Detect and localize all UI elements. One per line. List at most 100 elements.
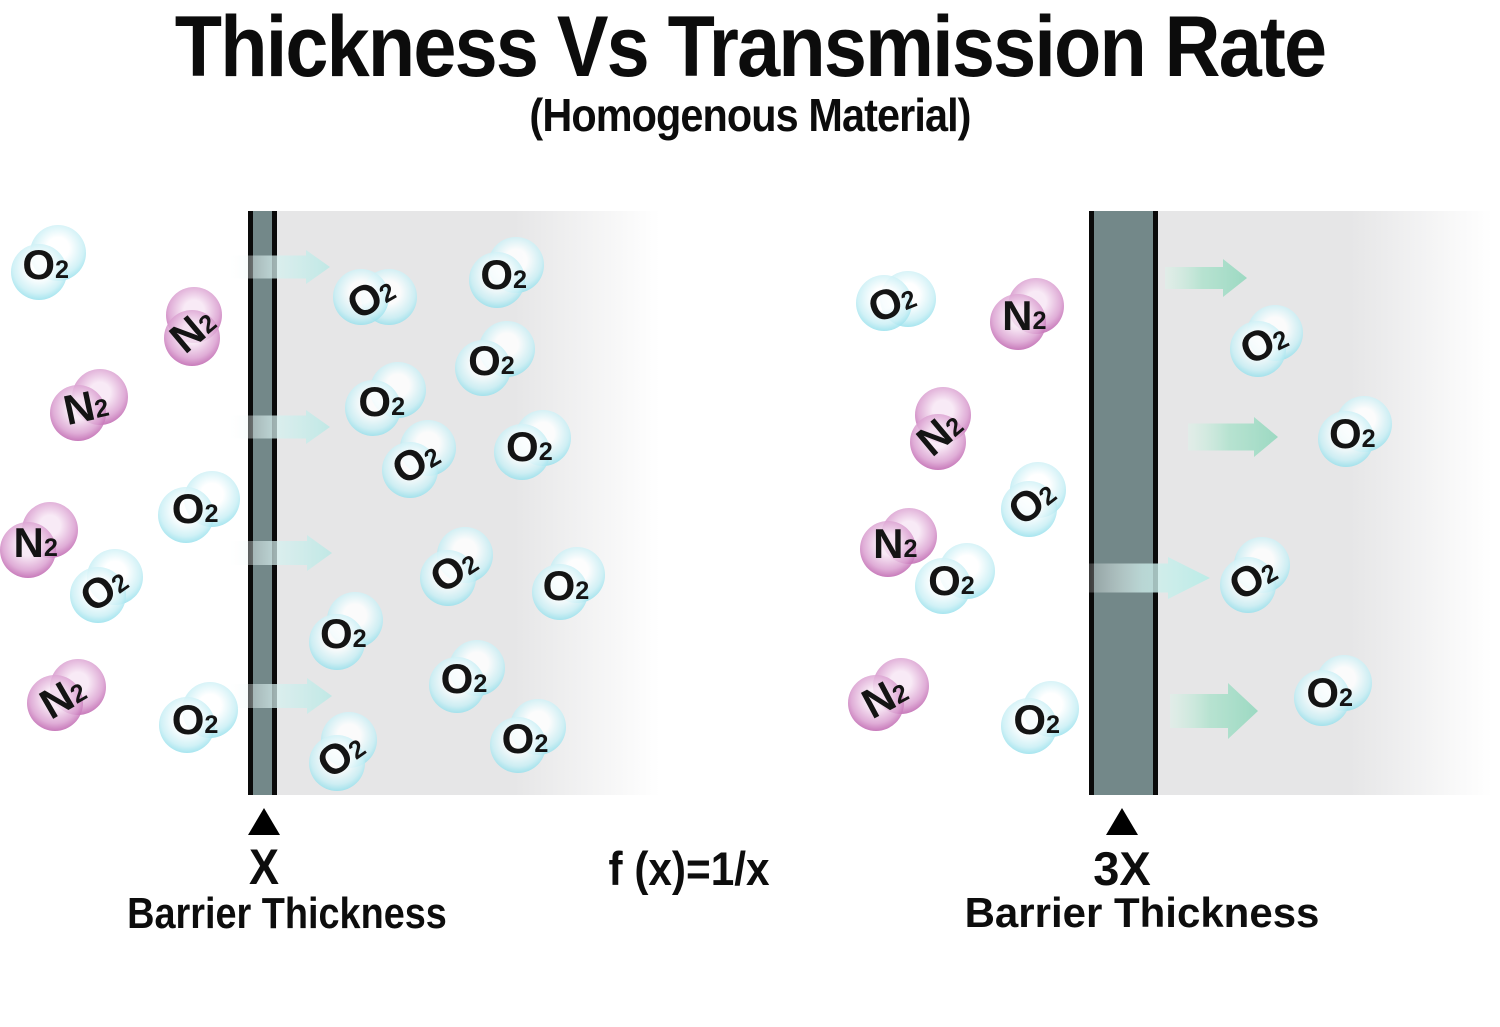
o2-atom-circle — [309, 614, 365, 670]
o2-atom-circle — [1001, 481, 1057, 537]
o2-atom-circle — [469, 252, 525, 308]
o2-atom-circle — [345, 380, 401, 436]
transmission-formula: f (x)=1/x — [608, 842, 770, 895]
thin-barrier-caption: Barrier Thickness — [127, 889, 447, 938]
n2-atom-circle — [27, 675, 83, 731]
transmission-arrow — [228, 410, 330, 444]
element-subscript: 2 — [500, 352, 515, 381]
element-symbol: N — [1002, 292, 1033, 340]
element-subscript: 2 — [538, 438, 553, 467]
o2-atom-circle — [1001, 698, 1057, 754]
element-subscript: 2 — [534, 729, 549, 758]
o2-atom-circle — [490, 717, 546, 773]
element-subscript: 2 — [391, 392, 406, 421]
transmission-arrow — [1165, 259, 1247, 297]
thick-barrier-panel-barrier — [1089, 211, 1158, 795]
element-symbol: O — [501, 714, 535, 762]
element-symbol: O — [171, 485, 205, 533]
o2-atom-circle — [1318, 411, 1374, 467]
element-subscript: 2 — [960, 571, 975, 600]
element-subscript: 2 — [204, 710, 219, 739]
element-subscript: 2 — [575, 576, 590, 605]
element-symbol: O — [468, 337, 501, 385]
thick-barrier-caption: Barrier Thickness — [964, 889, 1320, 936]
n2-atom-circle — [990, 294, 1046, 350]
element-subscript: 2 — [352, 625, 367, 654]
element-subscript: 2 — [204, 500, 219, 529]
o2-atom-circle — [1294, 670, 1350, 726]
element-subscript: 2 — [512, 265, 527, 294]
o2-atom-circle — [455, 340, 511, 396]
page-subtitle: (Homogenous Material) — [529, 89, 971, 141]
element-subscript: 2 — [473, 669, 488, 698]
page-title: Thickness Vs Transmission Rate — [174, 0, 1327, 95]
thin-barrier-thickness-label: X — [248, 839, 280, 895]
element-symbol: O — [506, 423, 539, 471]
o2-atom-circle — [494, 424, 550, 480]
element-symbol: O — [171, 695, 205, 743]
n2-atom-circle — [0, 522, 56, 578]
element-symbol: O — [358, 377, 392, 425]
transmission-arrow — [1087, 557, 1210, 599]
thick-barrier-thickness-label: 3X — [1093, 842, 1151, 895]
n2-atom-circle — [860, 521, 916, 577]
o2-atom-circle — [420, 550, 476, 606]
transmission-arrow — [1170, 683, 1258, 739]
element-subscript: 2 — [903, 535, 918, 564]
transmission-arrow — [228, 535, 332, 571]
o2-atom-circle — [70, 567, 126, 623]
element-symbol: O — [480, 250, 513, 298]
element-symbol: N — [873, 520, 904, 568]
element-symbol: O — [22, 241, 55, 289]
element-symbol: O — [440, 655, 474, 703]
transmission-arrow — [1188, 417, 1278, 457]
barrier-pointer-left — [248, 808, 280, 835]
element-symbol: O — [1328, 409, 1362, 457]
element-symbol: O — [1306, 668, 1340, 716]
transmission-arrow — [228, 250, 330, 284]
o2-atom-circle — [159, 697, 215, 753]
element-subscript: 2 — [1032, 307, 1047, 336]
element-symbol: N — [13, 519, 44, 566]
element-subscript: 2 — [1361, 424, 1376, 453]
o2-atom-circle — [429, 657, 485, 713]
element-subscript: 2 — [1046, 710, 1061, 739]
o2-atom-circle — [382, 442, 438, 498]
o2-atom-circle — [309, 735, 365, 791]
o2-atom-circle — [11, 244, 67, 300]
o2-atom-circle — [158, 487, 214, 543]
o2-atom-circle — [333, 269, 389, 325]
element-symbol: O — [1013, 696, 1047, 744]
element-subscript: 2 — [54, 256, 69, 285]
element-symbol: O — [928, 556, 961, 604]
element-symbol: N — [59, 382, 99, 435]
element-symbol: O — [319, 610, 353, 658]
element-symbol: O — [542, 562, 576, 610]
transmission-arrow — [228, 678, 332, 714]
n2-atom-circle — [164, 310, 220, 366]
element-subscript: 2 — [1339, 683, 1354, 712]
element-subscript: 2 — [43, 533, 58, 562]
o2-atom-circle — [1230, 321, 1286, 377]
o2-atom-circle — [1220, 557, 1276, 613]
